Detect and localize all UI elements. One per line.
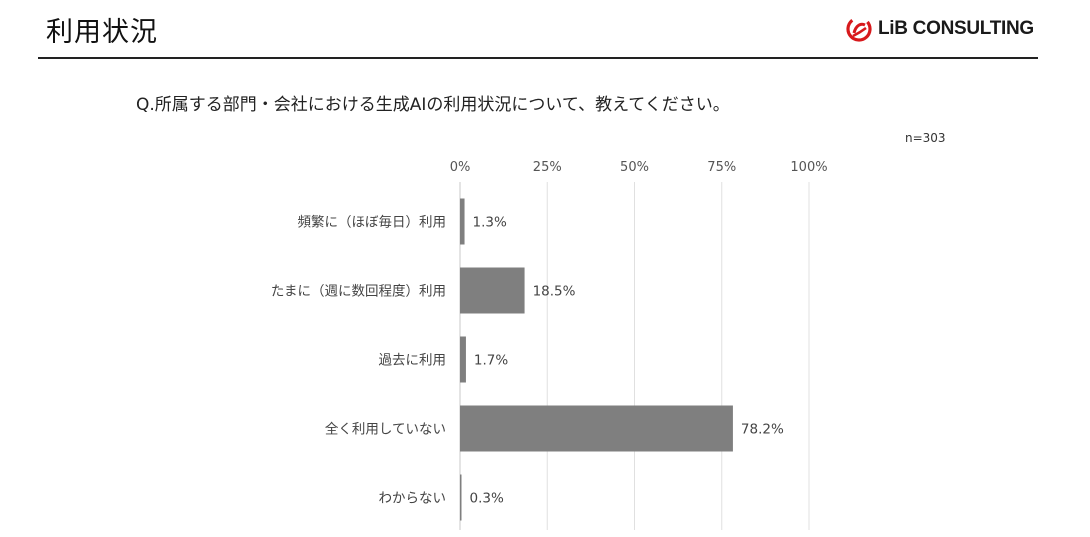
bar <box>460 474 462 521</box>
x-tick-label: 0% <box>450 160 471 175</box>
sample-size-label: n=303 <box>905 131 946 145</box>
category-label: 全く利用していない <box>325 421 446 438</box>
page-title: 利用状況 <box>46 17 158 48</box>
x-tick-label: 50% <box>620 160 649 175</box>
data-label: 18.5% <box>533 284 576 300</box>
bar <box>460 336 466 383</box>
logo-text: LiB CONSULTING <box>878 18 1034 39</box>
bar <box>460 405 733 452</box>
bar <box>460 198 465 245</box>
x-tick-label: 75% <box>707 160 736 175</box>
x-tick-label: 100% <box>790 160 827 175</box>
category-label: 過去に利用 <box>379 353 447 369</box>
company-logo: LiB CONSULTING <box>846 16 1034 42</box>
data-label: 1.3% <box>473 215 507 231</box>
data-label: 0.3% <box>470 491 504 507</box>
category-label: わからない <box>379 491 447 507</box>
data-label: 1.7% <box>474 353 508 369</box>
bar <box>460 267 525 314</box>
survey-question: Q.所属する部門・会社における生成AIの利用状況について、教えてください。 <box>136 95 730 115</box>
data-label: 78.2% <box>741 422 784 438</box>
category-label: 頻繁に（ほぼ毎日）利用 <box>298 215 447 231</box>
header-divider <box>38 57 1038 59</box>
x-tick-label: 25% <box>533 160 562 175</box>
lib-logo-icon <box>846 16 872 42</box>
category-label: たまに（週に数回程度）利用 <box>271 284 446 300</box>
